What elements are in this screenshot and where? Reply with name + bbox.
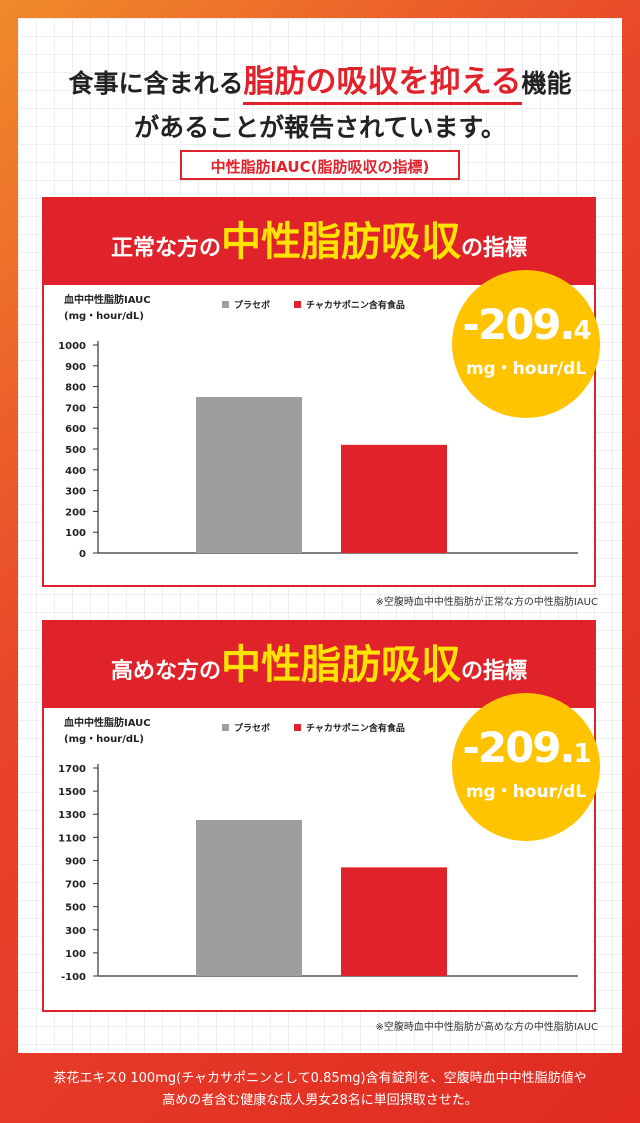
- panel-high-title: 高めな方の中性脂肪吸収の指標: [44, 622, 594, 708]
- y-tick-label: 100: [65, 528, 86, 539]
- title-prefix: 正常な方の: [110, 236, 221, 261]
- legend-label: チャカサポニン含有食品: [306, 299, 405, 311]
- chart-high: 血中中性脂肪IAUC (mg・hour/dL) プラセボ チャカサポニン含有食品 -10…: [58, 716, 578, 983]
- y-tick-label: 100: [65, 949, 86, 960]
- y-tick-label: 300: [65, 487, 86, 498]
- y-tick-label: 900: [65, 362, 86, 373]
- headline-line-1: 食事に含まれる脂肪の吸収を抑える機能: [0, 56, 640, 105]
- y-tick-label: 1100: [58, 833, 86, 844]
- legend-label: プラセボ: [234, 722, 270, 734]
- title-suffix: の指標: [461, 659, 528, 684]
- headline-line-2: があることが報告されています。: [134, 113, 506, 142]
- footer-note: 茶花エキス0 100mg(チャカサポニンとして0.85mg)含有錠剤を、空腹時血…: [0, 1068, 640, 1112]
- y-tick-label: 900: [65, 856, 86, 867]
- reduction-decimal: 4: [573, 316, 591, 346]
- headline-prefix: 食事に含まれる: [68, 69, 244, 98]
- headline-highlight: 脂肪の吸収を抑える: [243, 64, 522, 105]
- y-tick-label: 600: [65, 424, 86, 435]
- reduction-value-high: -209.1: [452, 723, 600, 772]
- y-tick-label: 700: [65, 403, 86, 414]
- y-tick-label: 500: [65, 903, 86, 914]
- reduction-circle-high: -209.1 mg・hour/dL: [452, 693, 600, 841]
- y-tick-label: -100: [61, 972, 86, 983]
- reduction-decimal: 1: [573, 739, 591, 769]
- iauc-badge: 中性脂肪IAUC(脂肪吸収の指標): [180, 150, 460, 180]
- y-tick-label: 1300: [58, 810, 86, 821]
- y-tick-label: 700: [65, 880, 86, 891]
- footer-line-2: 高めの者含む健康な成人男女28名に単回摂取させた。: [162, 1093, 478, 1108]
- bar-test-food: [341, 867, 447, 976]
- title-big: 中性脂肪吸収: [221, 219, 461, 265]
- bar-placebo: [196, 397, 302, 553]
- y-tick-label: 1500: [58, 787, 86, 798]
- legend-label: プラセボ: [234, 299, 270, 311]
- reduction-unit: mg・hour/dL: [465, 359, 587, 379]
- y-tick-label: 800: [65, 383, 86, 394]
- y-axis-label: 血中中性脂肪IAUC: [64, 293, 151, 306]
- y-tick-label: 300: [65, 926, 86, 937]
- legend-swatch: [294, 301, 301, 308]
- note-high: ※空腹時血中中性脂肪が高めな方の中性脂肪IAUC: [375, 1022, 598, 1033]
- y-axis-unit: (mg・hour/dL): [64, 311, 144, 322]
- note-normal: ※空腹時血中中性脂肪が正常な方の中性脂肪IAUC: [375, 597, 598, 608]
- legend-swatch: [222, 301, 229, 308]
- reduction-value-normal: -209.4: [452, 300, 600, 349]
- title-prefix: 高めな方の: [110, 659, 221, 684]
- reduction-number: -209.: [462, 300, 575, 349]
- y-tick-label: 500: [65, 445, 86, 456]
- headline-suffix: 機能: [521, 69, 572, 98]
- footer-line-1: 茶花エキス0 100mg(チャカサポニンとして0.85mg)含有錠剤を、空腹時血…: [53, 1071, 587, 1086]
- reduction-number: -209.: [462, 723, 575, 772]
- y-tick-label: 1000: [58, 341, 86, 352]
- panel-normal-title: 正常な方の中性脂肪吸収の指標: [44, 199, 594, 285]
- legend-label: チャカサポニン含有食品: [306, 722, 405, 734]
- y-axis-unit: (mg・hour/dL): [64, 734, 144, 745]
- y-tick-label: 1700: [58, 764, 86, 775]
- reduction-unit: mg・hour/dL: [465, 782, 587, 802]
- legend-swatch: [294, 724, 301, 731]
- y-tick-label: 200: [65, 507, 86, 518]
- legend-swatch: [222, 724, 229, 731]
- y-tick-label: 400: [65, 466, 86, 477]
- title-big: 中性脂肪吸収: [221, 642, 461, 688]
- bar-test-food: [341, 444, 447, 553]
- y-tick-label: 0: [79, 549, 86, 560]
- bar-placebo: [196, 820, 302, 976]
- reduction-circle-normal: -209.4 mg・hour/dL: [452, 270, 600, 418]
- chart-normal: 血中中性脂肪IAUC (mg・hour/dL) プラセボ チャカサポニン含有食品 0 10…: [58, 293, 578, 560]
- y-axis-label: 血中中性脂肪IAUC: [64, 716, 151, 729]
- title-suffix: の指標: [461, 236, 528, 261]
